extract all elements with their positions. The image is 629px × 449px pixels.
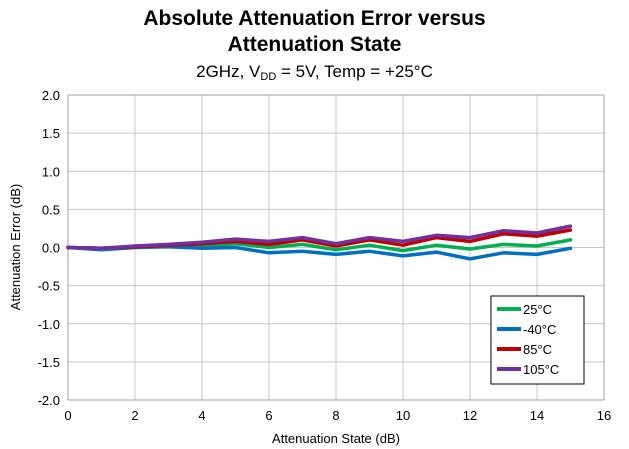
x-axis-label: Attenuation State (dB) [272, 431, 400, 446]
y-tick-label: 2.0 [42, 88, 60, 103]
chart-subtitle: 2GHz, VDD = 5V, Temp = +25°C [0, 62, 629, 87]
series-line-3 [66, 224, 573, 251]
x-tick-label: 8 [332, 408, 339, 423]
y-tick-label: 1.5 [42, 126, 60, 141]
x-tick-label: 4 [198, 408, 205, 423]
subtitle-prefix: 2GHz, V [196, 62, 261, 81]
y-tick-label: 0.5 [42, 202, 60, 217]
legend-label: 105°C [523, 362, 559, 377]
x-tick-label: 12 [463, 408, 477, 423]
legend: 25°C -40°C 85°C 105°C [490, 295, 585, 385]
y-tick-label: 0.0 [42, 241, 60, 256]
subtitle-suffix: = 5V, Temp = +25°C [276, 62, 433, 81]
y-axis-label: Attenuation Error (dB) [8, 184, 23, 310]
chart-title-line-2: Attenuation State [227, 33, 402, 56]
x-tick-label: 14 [530, 408, 544, 423]
chart-title-line-1: Absolute Attenuation Error versus [143, 7, 486, 30]
y-tick-label: -1.0 [38, 317, 60, 332]
subtitle-subscript: DD [260, 71, 277, 83]
x-tick-label: 2 [131, 408, 138, 423]
legend-label: -40°C [523, 322, 556, 337]
y-tick-label: -2.0 [38, 393, 60, 408]
tick-labels: 2.0 1.5 1.0 0.5 0.0 -0.5 -1.0 -1.5 -2.0 0 2 4 6 8 10 12… [38, 88, 612, 423]
y-tick-label: 1.0 [42, 164, 60, 179]
x-tick-label: 0 [64, 408, 71, 423]
x-tick-label: 6 [265, 408, 272, 423]
legend-label: 85°C [523, 342, 552, 357]
series-lines [66, 224, 573, 261]
legend-label: 25°C [523, 302, 552, 317]
y-tick-label: -0.5 [38, 279, 60, 294]
x-tick-label: 16 [597, 408, 611, 423]
y-tick-label: -1.5 [38, 355, 60, 370]
x-tick-label: 10 [396, 408, 410, 423]
